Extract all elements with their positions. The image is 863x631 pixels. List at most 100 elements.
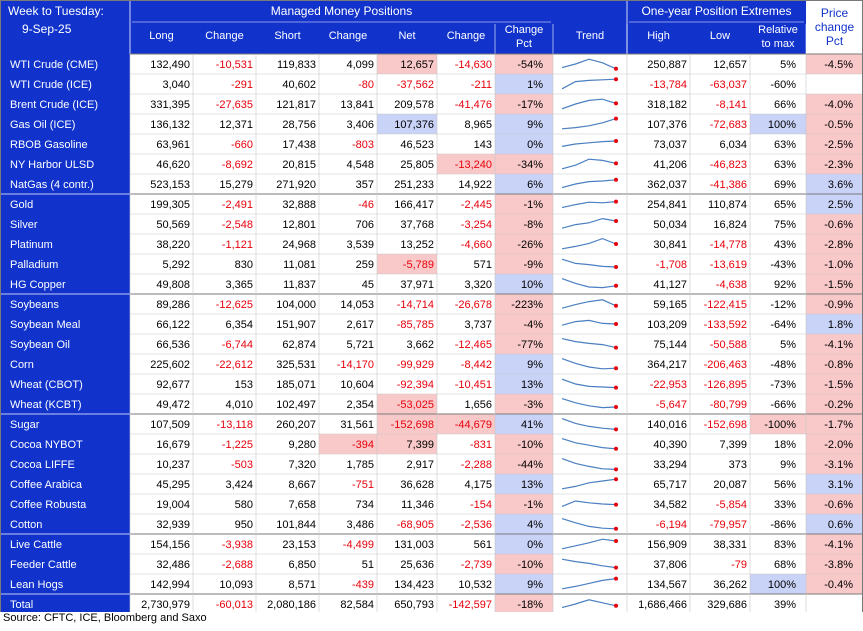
table-row: Total 2,730,979 -60,013 2,080,186 82,584 650,… bbox=[10, 594, 796, 612]
table-row: Wheat (KCBT) 49,472 4,010 102,497 2,354 -53,0… bbox=[10, 394, 863, 414]
table-row: RBOB Gasoline 63,961 -660 17,438 -803 46,523 1… bbox=[10, 134, 863, 154]
cell-rel: 56% bbox=[774, 479, 796, 491]
cell-net: 37,768 bbox=[400, 219, 434, 231]
cell-low: -122,415 bbox=[704, 299, 747, 311]
cell-ch3: 1,656 bbox=[464, 399, 492, 411]
trend-last-point bbox=[614, 565, 618, 570]
cell-ch1: 580 bbox=[235, 499, 253, 511]
cell-ch3: 3,737 bbox=[464, 319, 492, 331]
trend-sparkline bbox=[561, 418, 617, 430]
cell-highlight bbox=[806, 354, 863, 374]
cell-ch2: 14,053 bbox=[340, 299, 374, 311]
row-label: Cocoa LIFFE bbox=[10, 459, 75, 471]
cell-net: -68,905 bbox=[397, 519, 434, 531]
cell-long: 46,620 bbox=[156, 159, 190, 171]
cell-short: 20,815 bbox=[282, 159, 316, 171]
cell-highlight bbox=[495, 314, 553, 334]
cell-highlight bbox=[750, 114, 806, 134]
cell-long: 49,808 bbox=[156, 279, 190, 291]
cell-low: 329,686 bbox=[707, 599, 747, 611]
cell-net: 2,917 bbox=[406, 459, 434, 471]
cell-ch1: 950 bbox=[235, 519, 253, 531]
cell-ch3: -2,739 bbox=[461, 559, 492, 571]
row-label: WTI Crude (ICE) bbox=[10, 79, 92, 91]
cell-highlight bbox=[377, 114, 437, 134]
row-label: RBOB Gasoline bbox=[10, 139, 88, 151]
cell-ch2: 82,584 bbox=[340, 599, 374, 611]
cell-ch3: 10,532 bbox=[458, 579, 492, 591]
cell-highlight bbox=[495, 374, 553, 394]
cell-price: -3.8% bbox=[824, 559, 853, 571]
cell-pct: -1% bbox=[523, 499, 543, 511]
cell-short: 8,571 bbox=[288, 579, 316, 591]
cell-rel: 63% bbox=[774, 159, 796, 171]
cell-highlight bbox=[495, 334, 553, 354]
trend-last-point bbox=[614, 526, 618, 531]
cell-ch3: 14,922 bbox=[458, 179, 492, 191]
cell-highlight bbox=[495, 554, 553, 574]
cell-rel: 83% bbox=[774, 539, 796, 551]
cell-ch3: -8,442 bbox=[461, 359, 492, 371]
cell-ch1: -60,013 bbox=[216, 599, 253, 611]
cell-highlight bbox=[377, 54, 437, 74]
cell-net: 37,971 bbox=[400, 279, 434, 291]
cell-low: 38,331 bbox=[713, 539, 747, 551]
header-trend-bg bbox=[553, 0, 627, 54]
managed-money-header: Managed Money Positions bbox=[271, 4, 412, 18]
cell-net: -14,714 bbox=[397, 299, 434, 311]
cell-short: 32,888 bbox=[282, 199, 316, 211]
cell-pct: -9% bbox=[523, 259, 543, 271]
cell-ch3: 8,965 bbox=[464, 119, 492, 131]
cell-ch3: -41,476 bbox=[455, 99, 492, 111]
cell-rel: -12% bbox=[770, 299, 796, 311]
column-header: Change bbox=[205, 30, 244, 42]
cell-pct: -54% bbox=[517, 59, 543, 71]
cell-highlight bbox=[495, 294, 553, 314]
price-change-header-line: Pct bbox=[826, 34, 844, 48]
cell-highlight bbox=[495, 534, 553, 554]
cell-price: -0.4% bbox=[824, 579, 853, 591]
trend-last-point bbox=[614, 603, 618, 608]
trend-sparkline bbox=[561, 58, 617, 70]
cell-highlight bbox=[495, 394, 553, 414]
cell-high: 1,686,466 bbox=[638, 599, 687, 611]
cell-long: 45,295 bbox=[156, 479, 190, 491]
table-row: Cocoa NYBOT 16,679 -1,225 9,280 -394 7,399 -83… bbox=[10, 434, 863, 454]
cell-rel: -48% bbox=[770, 359, 796, 371]
cell-rel: 43% bbox=[774, 239, 796, 251]
column-header: Net bbox=[398, 30, 415, 42]
cell-short: 104,000 bbox=[276, 299, 316, 311]
trend-last-point bbox=[614, 66, 618, 71]
cell-low: -14,778 bbox=[710, 239, 747, 251]
cell-high: 140,016 bbox=[647, 419, 687, 431]
cell-ch3: -14,630 bbox=[455, 59, 492, 71]
row-label: WTI Crude (CME) bbox=[10, 59, 98, 71]
cell-rel: 18% bbox=[774, 439, 796, 451]
cell-ch2: 4,099 bbox=[346, 59, 374, 71]
cell-low: 20,087 bbox=[713, 479, 747, 491]
cell-ch1: -291 bbox=[231, 79, 253, 91]
trend-last-point bbox=[614, 265, 618, 269]
cell-high: 41,127 bbox=[653, 279, 687, 291]
cell-highlight bbox=[495, 514, 553, 534]
cell-long: 154,156 bbox=[150, 539, 190, 551]
trend-sparkline bbox=[561, 237, 617, 250]
header-price-bg bbox=[806, 0, 863, 54]
cell-ch2: -14,170 bbox=[337, 359, 374, 371]
cell-net: -85,785 bbox=[397, 319, 434, 331]
cell-long: 19,004 bbox=[156, 499, 190, 511]
table-row: Live Cattle 154,156 -3,938 23,153 -4,499 131,… bbox=[10, 534, 863, 554]
trend-last-point bbox=[614, 405, 618, 409]
cell-price: -1.0% bbox=[824, 259, 853, 271]
row-label: Soybean Oil bbox=[10, 339, 70, 351]
trend-sparkline bbox=[561, 278, 617, 289]
cell-low: -126,895 bbox=[704, 379, 747, 391]
header-mm-bg bbox=[130, 0, 553, 54]
cell-rel: 39% bbox=[774, 599, 796, 611]
row-label: Coffee Robusta bbox=[10, 499, 87, 511]
cell-highlight bbox=[806, 374, 863, 394]
cell-ch2: 31,561 bbox=[340, 419, 374, 431]
cell-ch1: -1,225 bbox=[222, 439, 253, 451]
cell-rel: -73% bbox=[770, 379, 796, 391]
trend-last-point bbox=[614, 366, 618, 371]
